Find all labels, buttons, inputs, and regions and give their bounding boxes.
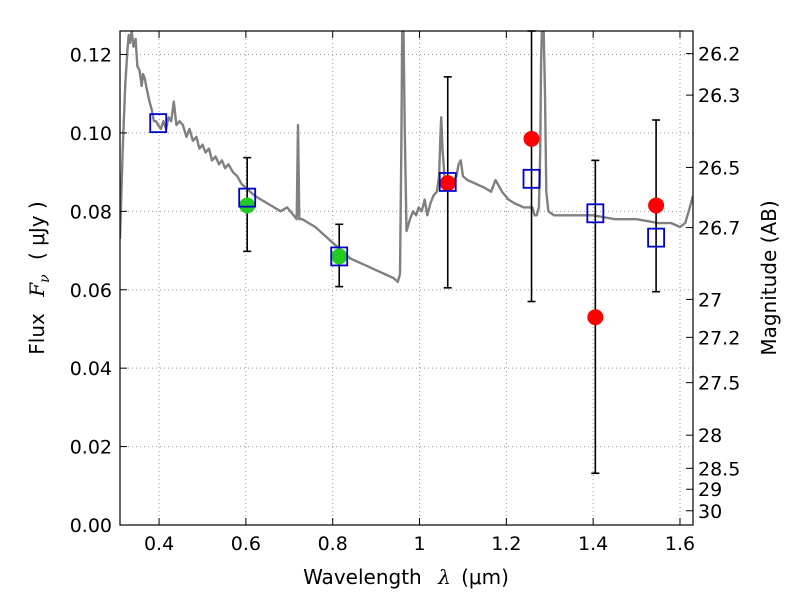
x-tick-label: 1 <box>413 533 425 555</box>
y-axis-label: Flux Fν ( μJy ) <box>25 201 54 354</box>
y2-tick-label: 27.2 <box>698 327 740 349</box>
y2-tick-label: 26.2 <box>698 44 740 66</box>
y-tick-label: 0.08 <box>70 201 112 223</box>
green-detection-point <box>239 197 256 214</box>
y2-tick-label: 26.5 <box>698 157 740 179</box>
x-tick-label: 1.6 <box>665 533 695 555</box>
sed-template-line <box>120 31 693 284</box>
model-flux-square <box>438 172 457 192</box>
model-flux-square <box>522 168 541 189</box>
detection-points <box>239 130 665 326</box>
y2-tick-label: 26.3 <box>698 85 740 107</box>
x-tick-label: 1.2 <box>491 533 521 555</box>
model-flux-square <box>238 187 257 208</box>
error-bar <box>527 30 536 303</box>
red-detection-point <box>587 309 604 326</box>
red-detection-point <box>439 175 456 192</box>
model-flux-square <box>330 246 349 267</box>
y2-axis-label: Magnitude (AB) <box>757 200 781 355</box>
y-axis-ticks: 0.00 0.02 0.04 0.06 0.08 0.10 0.12 <box>70 45 127 537</box>
error-bars <box>243 30 661 475</box>
y2-tick-label: 27 <box>698 289 722 311</box>
y-tick-label: 0.06 <box>70 280 112 302</box>
x-tick-label: 0.8 <box>318 533 348 555</box>
y-tick-label: 0.00 <box>70 515 112 537</box>
green-detection-point <box>331 248 348 265</box>
model-flux-squares <box>149 113 666 267</box>
red-detection-point <box>523 130 540 147</box>
y-tick-label: 0.10 <box>70 123 112 145</box>
y2-tick-label: 28.5 <box>698 458 740 480</box>
y-tick-label: 0.02 <box>70 437 112 459</box>
x-axis-ticks: 0.4 0.6 0.8 1 1.2 1.4 1.6 <box>144 31 695 555</box>
plot-frame <box>119 30 694 526</box>
model-flux-square <box>149 113 168 134</box>
grid-lines <box>120 31 693 526</box>
red-detection-point <box>648 197 665 214</box>
x-tick-label: 0.6 <box>231 533 261 555</box>
model-flux-square <box>586 203 605 224</box>
y-tick-label: 0.04 <box>70 358 112 380</box>
x-tick-label: 1.4 <box>578 533 608 555</box>
y-tick-label: 0.12 <box>70 45 112 67</box>
y2-tick-label: 27.5 <box>698 373 740 395</box>
y2-tick-label: 26.7 <box>698 218 740 240</box>
model-flux-square <box>647 227 666 248</box>
y2-tick-label: 28 <box>698 425 722 447</box>
y2-tick-label: 29 <box>698 479 722 501</box>
x-axis-label: Wavelength λ (μm) <box>303 565 509 589</box>
x-tick-label: 0.4 <box>144 533 174 555</box>
y2-tick-label: 30 <box>698 501 722 523</box>
